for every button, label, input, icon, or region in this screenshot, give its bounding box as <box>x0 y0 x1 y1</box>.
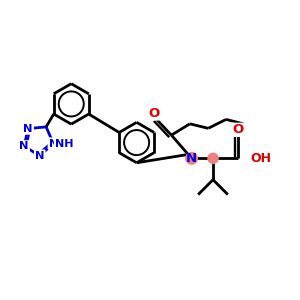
Circle shape <box>208 153 218 164</box>
Text: N: N <box>23 124 33 134</box>
Text: N: N <box>49 139 58 148</box>
Text: N: N <box>49 139 58 148</box>
Text: NH: NH <box>55 139 73 148</box>
Text: N: N <box>19 141 29 151</box>
Text: O: O <box>232 123 243 136</box>
Text: O: O <box>148 107 159 120</box>
Text: N: N <box>35 151 44 160</box>
Text: OH: OH <box>250 152 271 165</box>
Text: N: N <box>186 152 197 165</box>
Text: N: N <box>35 151 44 160</box>
Circle shape <box>186 152 197 164</box>
Text: N: N <box>23 124 33 134</box>
Text: N: N <box>20 141 29 151</box>
